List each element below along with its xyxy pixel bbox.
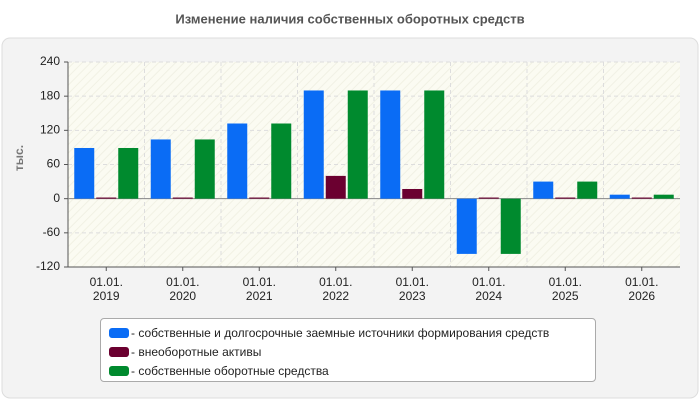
bar bbox=[249, 197, 270, 199]
legend: - собственные и долгосрочные заемные ист… bbox=[100, 318, 596, 382]
bar bbox=[303, 90, 324, 199]
legend-label: - собственные оборотные средства bbox=[131, 363, 329, 378]
bar bbox=[577, 181, 598, 199]
legend-swatch bbox=[109, 327, 129, 338]
bar bbox=[424, 90, 445, 199]
bar bbox=[555, 197, 576, 199]
y-tick-label: 240 bbox=[40, 54, 60, 68]
legend-label: - внеоборотные активы bbox=[131, 344, 262, 359]
bar bbox=[74, 147, 95, 199]
bar bbox=[653, 194, 674, 199]
y-tick-label: -120 bbox=[36, 259, 60, 273]
bar bbox=[172, 197, 193, 199]
y-tick-label: 120 bbox=[40, 123, 60, 137]
bar bbox=[347, 90, 368, 199]
x-tick-label: 01.01. 2019 bbox=[89, 275, 123, 303]
bar bbox=[325, 175, 346, 199]
bar bbox=[631, 197, 652, 199]
y-tick-label: 60 bbox=[47, 157, 61, 171]
legend-swatch bbox=[109, 365, 129, 376]
chart-title: Изменение наличия собственных оборотных … bbox=[175, 11, 524, 26]
bar bbox=[533, 181, 554, 199]
x-tick-label: 01.01. 2025 bbox=[548, 275, 582, 303]
x-tick-label: 01.01. 2020 bbox=[166, 275, 200, 303]
bar bbox=[456, 198, 477, 254]
bar bbox=[380, 90, 401, 199]
bar bbox=[194, 139, 215, 199]
bar bbox=[478, 197, 499, 199]
y-axis-label: тыс. bbox=[12, 145, 26, 171]
legend-item: - внеоборотные активы bbox=[109, 342, 587, 361]
x-tick-label: 01.01. 2023 bbox=[395, 275, 429, 303]
bar bbox=[609, 194, 630, 199]
bar bbox=[227, 123, 248, 199]
x-tick-label: 01.01. 2022 bbox=[319, 275, 353, 303]
y-tick-label: 180 bbox=[40, 88, 60, 102]
x-tick-label: 01.01. 2021 bbox=[242, 275, 276, 303]
legend-item: - собственные оборотные средства bbox=[109, 361, 587, 380]
legend-swatch bbox=[109, 346, 129, 357]
legend-label: - собственные и долгосрочные заемные ист… bbox=[131, 325, 550, 340]
bar bbox=[402, 188, 423, 199]
y-tick-label: -60 bbox=[43, 225, 61, 239]
bar bbox=[271, 123, 292, 199]
legend-item: - собственные и долгосрочные заемные ист… bbox=[109, 323, 587, 342]
bar bbox=[150, 139, 171, 199]
y-tick-label: 0 bbox=[53, 191, 60, 205]
bar bbox=[96, 197, 117, 199]
x-tick-label: 01.01. 2024 bbox=[472, 275, 506, 303]
bar bbox=[118, 147, 139, 199]
x-tick-label: 01.01. 2026 bbox=[625, 275, 659, 303]
bar bbox=[500, 198, 521, 254]
